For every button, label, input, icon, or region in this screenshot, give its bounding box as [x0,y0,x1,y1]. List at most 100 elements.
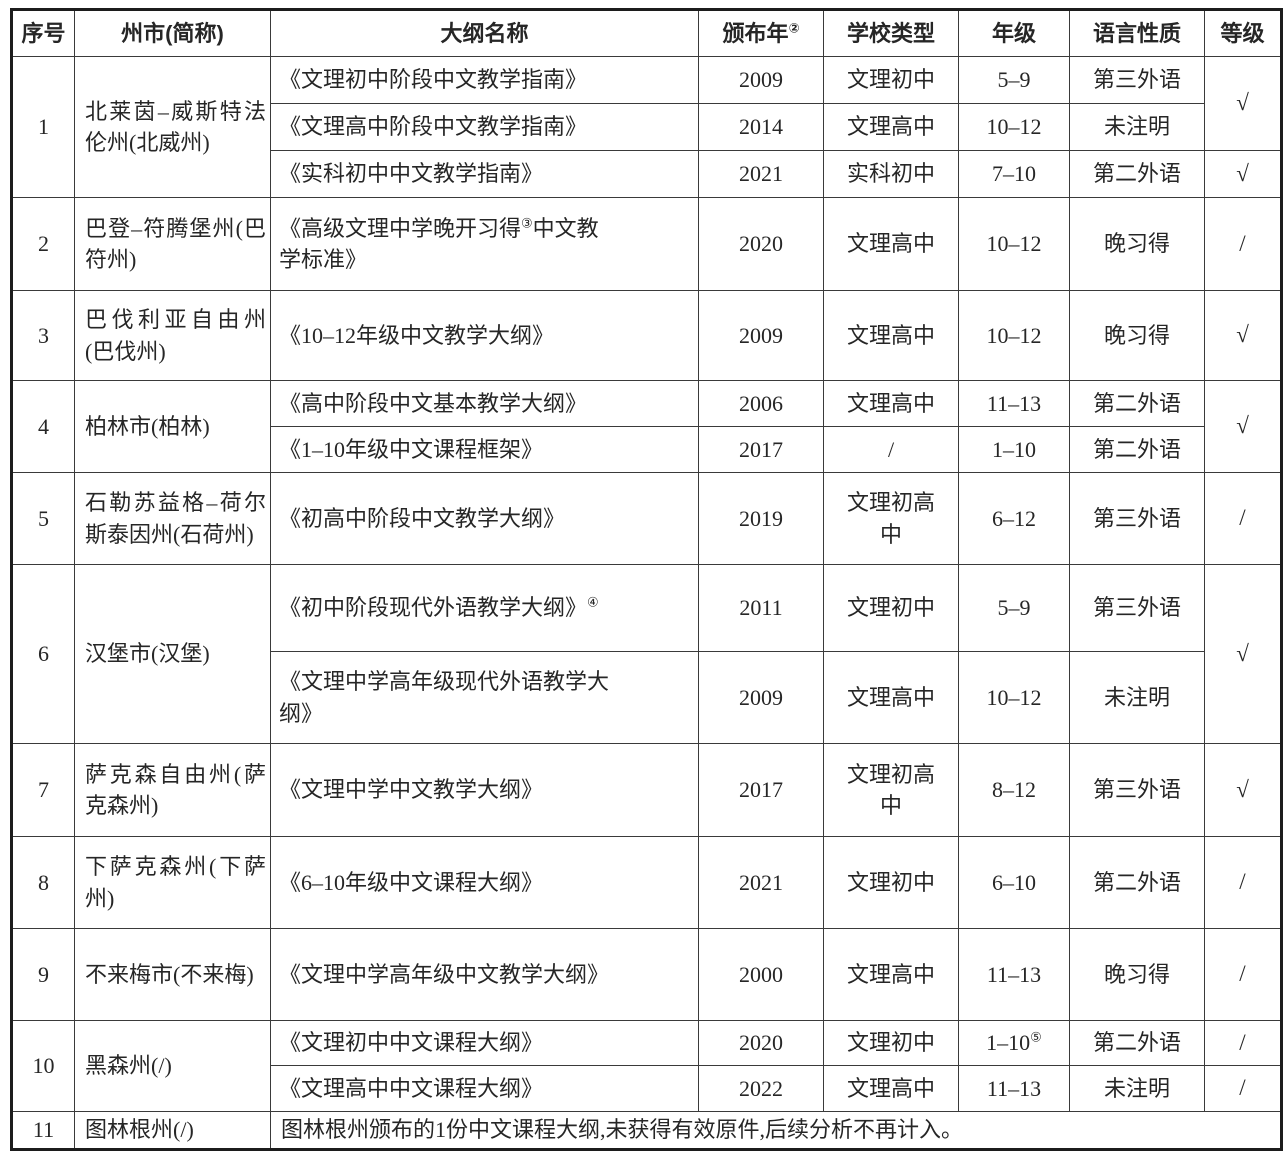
level-cell: √ [1204,564,1282,744]
header-year: 颁布年② [698,9,824,57]
row-number-cell: 4 [11,380,75,473]
header-level: 等级 [1204,9,1282,57]
language-cell: 晚习得 [1069,197,1205,291]
school-type-cell: 文理初中 [823,564,959,652]
title-footnote: ③ [521,215,533,231]
table-row: 《文理高中中文课程大纲》 2022 文理高中 11–13 未注明 / [12,1065,1282,1112]
school-type-cell: 文理高中 [823,380,959,427]
state-cell: 北莱茵–威斯特法伦州(北威州) [74,56,271,198]
grade-cell: 10–12 [958,290,1070,381]
grade-cell: 1–10⑤ [958,1020,1070,1066]
title-cell: 《文理高中阶段中文教学指南》 [270,103,699,151]
table-row: 《文理高中阶段中文教学指南》 2014 文理高中 10–12 未注明 [12,103,1282,151]
title-cell: 《1–10年级中文课程框架》 [270,426,699,473]
year-cell: 2006 [698,380,824,427]
state-cell: 石勒苏益格–荷尔斯泰因州(石荷州) [74,472,271,565]
level-cell: / [1204,472,1282,565]
school-type-cell: 文理高中 [823,103,959,151]
language-cell: 晚习得 [1069,290,1205,381]
grade-cell: 11–13 [958,1065,1070,1112]
title-cell: 《文理中学高年级中文教学大纲》 [270,928,699,1021]
level-cell: √ [1204,743,1282,837]
title-cell: 《6–10年级中文课程大纲》 [270,836,699,929]
table-row: 6 汉堡市(汉堡) 《初中阶段现代外语教学大纲》④ 2011 文理初中 5–9 … [11,564,1282,744]
year-cell: 2017 [698,426,824,473]
grade-footnote: ⑤ [1030,1030,1042,1046]
grade-cell: 10–12 [958,103,1070,151]
header-grade: 年级 [958,9,1070,57]
curriculum-table: 序号 州市(简称) 大纲名称 颁布年② 学校类型 年级 语言性质 等级 1 北莱… [10,8,1283,1151]
grade-cell: 11–13 [958,380,1070,427]
grade-cell: 8–12 [958,743,1070,837]
header-title: 大纲名称 [270,9,699,57]
row-number-cell: 5 [11,472,75,565]
table-row: 9 不来梅市(不来梅) 《文理中学高年级中文教学大纲》 2000 文理高中 11… [11,928,1282,1021]
grade-cell: 1–10 [958,426,1070,473]
header-language: 语言性质 [1069,9,1205,57]
title-cell: 《10–12年级中文教学大纲》 [270,290,699,381]
school-type-cell: 文理高中 [823,651,959,744]
grade-cell: 10–12 [958,651,1070,744]
year-cell: 2009 [698,56,824,104]
title-cell: 《文理中学高年级现代外语教学大纲》 [270,651,699,744]
level-cell: / [1204,197,1282,291]
state-cell: 巴伐利亚自由州(巴伐州) [74,290,271,381]
header-year-footnote: ② [788,20,800,36]
row-number-cell: 6 [11,564,75,744]
level-cell: / [1204,928,1282,1021]
grade-cell: 10–12 [958,197,1070,291]
language-cell: 未注明 [1069,651,1205,744]
language-cell: 第三外语 [1069,56,1205,104]
title-text: 中文教学标准》 [279,215,599,272]
state-cell: 柏林市(柏林) [74,380,271,473]
state-cell: 下萨克森州(下萨州) [74,836,271,929]
header-school-type: 学校类型 [823,9,959,57]
title-cell: 《文理中学中文教学大纲》 [270,743,699,837]
year-cell: 2011 [698,564,824,652]
grade-cell: 5–9 [958,564,1070,652]
title-text: 《初中阶段现代外语教学大纲》 [279,595,588,621]
table-row: 2 巴登–符腾堡州(巴符州) 《高级文理中学晚开习得③中文教学标准》 2020 … [11,197,1282,291]
grade-cell: 6–10 [958,836,1070,929]
state-cell: 图林根州(/) [74,1111,271,1150]
title-cell: 《高中阶段中文基本教学大纲》 [270,380,699,427]
level-cell: √ [1204,150,1282,198]
grade-cell: 11–13 [958,928,1070,1021]
grade-cell: 5–9 [958,56,1070,104]
grade-cell: 6–12 [958,472,1070,565]
table-row: 3 巴伐利亚自由州(巴伐州) 《10–12年级中文教学大纲》 2009 文理高中… [11,290,1282,381]
language-cell: 第二外语 [1069,836,1205,929]
school-type-cell: / [823,426,959,473]
school-type-cell: 文理初中 [823,836,959,929]
year-cell: 2020 [698,197,824,291]
title-text: 《高级文理中学晚开习得 [279,215,522,241]
note-cell: 图林根州颁布的1份中文课程大纲,未获得有效原件,后续分析不再计入。 [270,1111,1282,1150]
level-cell: √ [1204,56,1282,151]
language-cell: 晚习得 [1069,928,1205,1021]
language-cell: 第三外语 [1069,564,1205,652]
state-cell: 萨克森自由州(萨克森州) [74,743,271,837]
language-cell: 第三外语 [1069,472,1205,565]
language-cell: 第二外语 [1069,1020,1205,1066]
title-cell: 《初高中阶段中文教学大纲》 [270,472,699,565]
year-cell: 2014 [698,103,824,151]
table-row: 《实科初中中文教学指南》 2021 实科初中 7–10 第二外语 √ [12,150,1282,198]
title-cell: 《高级文理中学晚开习得③中文教学标准》 [270,197,699,291]
level-cell: √ [1204,290,1282,381]
table-row: 1 北莱茵–威斯特法伦州(北威州) 《文理初中阶段中文教学指南》 2009 文理… [11,56,1282,198]
language-cell: 第二外语 [1069,150,1205,198]
table-row: 《文理中学高年级现代外语教学大纲》 2009 文理高中 10–12 未注明 [12,651,1282,744]
language-cell: 第二外语 [1069,426,1205,473]
header-state: 州市(简称) [74,9,271,57]
table-row: 《1–10年级中文课程框架》 2017 / 1–10 第二外语 [12,426,1282,473]
row-number-cell: 1 [11,56,75,198]
year-cell: 2021 [698,836,824,929]
table-row: 4 柏林市(柏林) 《高中阶段中文基本教学大纲》 2006 文理高中 11–13… [11,380,1282,473]
year-cell: 2020 [698,1020,824,1066]
table-row: 7 萨克森自由州(萨克森州) 《文理中学中文教学大纲》 2017 文理初高中 8… [11,743,1282,837]
grade-cell: 7–10 [958,150,1070,198]
language-cell: 未注明 [1069,1065,1205,1112]
state-cell: 巴登–符腾堡州(巴符州) [74,197,271,291]
year-cell: 2017 [698,743,824,837]
